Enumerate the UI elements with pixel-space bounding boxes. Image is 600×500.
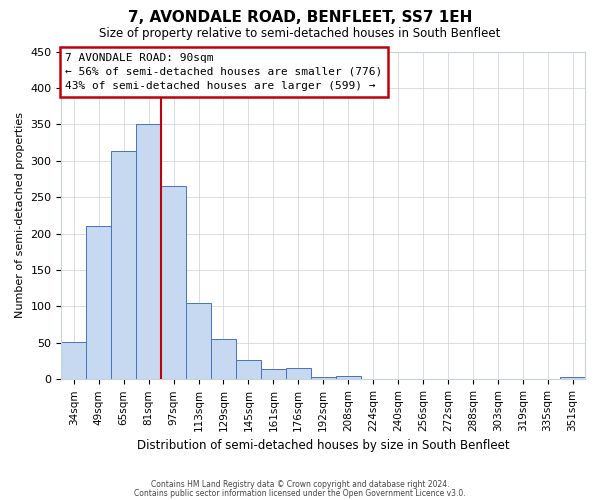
Bar <box>61 342 86 380</box>
Bar <box>86 226 111 380</box>
Bar <box>261 369 286 380</box>
Text: Size of property relative to semi-detached houses in South Benfleet: Size of property relative to semi-detach… <box>100 28 500 40</box>
Bar <box>186 303 211 380</box>
Bar <box>211 340 236 380</box>
Text: Contains public sector information licensed under the Open Government Licence v3: Contains public sector information licen… <box>134 490 466 498</box>
X-axis label: Distribution of semi-detached houses by size in South Benfleet: Distribution of semi-detached houses by … <box>137 440 509 452</box>
Bar <box>161 186 186 380</box>
Text: 7 AVONDALE ROAD: 90sqm
← 56% of semi-detached houses are smaller (776)
43% of se: 7 AVONDALE ROAD: 90sqm ← 56% of semi-det… <box>65 53 382 91</box>
Y-axis label: Number of semi-detached properties: Number of semi-detached properties <box>15 112 25 318</box>
Text: Contains HM Land Registry data © Crown copyright and database right 2024.: Contains HM Land Registry data © Crown c… <box>151 480 449 489</box>
Bar <box>335 376 361 380</box>
Bar <box>136 124 161 380</box>
Bar <box>560 377 585 380</box>
Bar <box>311 377 335 380</box>
Bar <box>111 152 136 380</box>
Bar <box>286 368 311 380</box>
Bar <box>236 360 261 380</box>
Text: 7, AVONDALE ROAD, BENFLEET, SS7 1EH: 7, AVONDALE ROAD, BENFLEET, SS7 1EH <box>128 10 472 25</box>
